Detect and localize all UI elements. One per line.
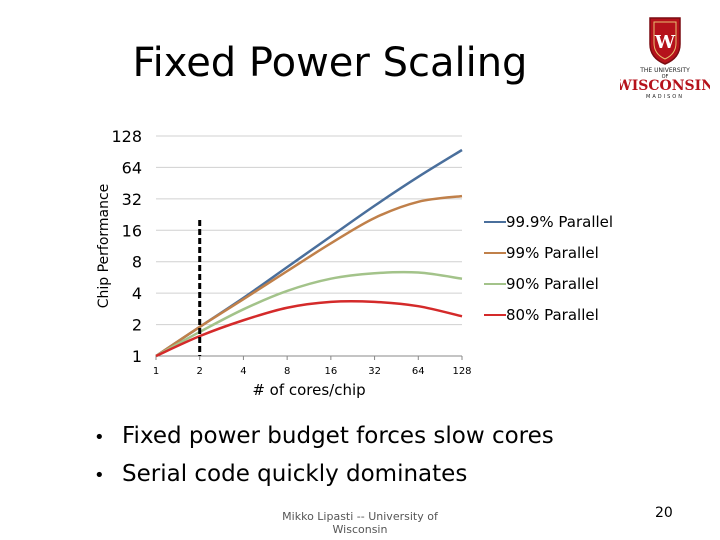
x-tick-label: 16 — [324, 366, 337, 377]
y-tick-label: 4 — [132, 284, 142, 303]
crest-icon: W — [649, 17, 681, 65]
legend-label-1: 99% Parallel — [506, 244, 599, 262]
series-line-3 — [155, 299, 463, 358]
logo-line2: OF — [662, 74, 669, 80]
x-axis-label: # of cores/chip — [252, 381, 365, 399]
logo-line4: MADISON — [646, 94, 684, 100]
y-tick-label: 32 — [122, 190, 142, 209]
bullet-icon: • — [94, 427, 105, 448]
x-tick-label: 32 — [368, 366, 381, 377]
legend-label-3: 80% Parallel — [506, 306, 599, 324]
logo-emblem: W — [654, 32, 676, 53]
university-logo: W THE UNIVERSITY OF WISCONSIN MADISON — [620, 17, 710, 100]
logo-line1: THE UNIVERSITY — [639, 67, 690, 74]
legend: 99.9% Parallel 99% Parallel 90% Parallel 80… — [484, 213, 613, 324]
bullet-text: Fixed power budget forces slow cores — [122, 423, 554, 449]
x-tick-label: 1 — [153, 366, 159, 377]
x-tick-label: 4 — [240, 366, 246, 377]
x-tick-label: 2 — [197, 366, 203, 377]
y-tick-label: 2 — [132, 316, 142, 335]
series-line-1 — [155, 194, 463, 358]
x-tick-label: 8 — [284, 366, 290, 377]
series-line-2 — [155, 270, 463, 358]
footer-text: Mikko Lipasti -- University of Wisconsin — [282, 510, 438, 536]
bullet-item: • Serial code quickly dominates — [94, 456, 554, 494]
legend-label-0: 99.9% Parallel — [506, 213, 613, 231]
tick-labels: 1 2 4 8 16 32 64 128 1 2 4 8 16 32 64 128 — [111, 127, 471, 377]
bullet-item: • Fixed power budget forces slow cores — [94, 418, 554, 456]
bullet-icon: • — [94, 465, 105, 486]
series-lines — [155, 148, 463, 358]
x-tick-label: 64 — [412, 366, 425, 377]
legend-label-2: 90% Parallel — [506, 275, 599, 293]
y-tick-label: 16 — [122, 221, 142, 240]
y-tick-label: 8 — [132, 253, 142, 272]
y-tick-label: 128 — [111, 127, 142, 146]
bullet-text: Serial code quickly dominates — [122, 461, 468, 487]
page-number: 20 — [655, 505, 673, 521]
y-tick-label: 1 — [132, 347, 142, 366]
bullet-list: • Fixed power budget forces slow cores •… — [94, 418, 554, 494]
y-tick-label: 64 — [122, 158, 142, 177]
x-tick-label: 128 — [452, 366, 471, 377]
logo-line3: WISCONSIN — [620, 78, 710, 94]
grid — [155, 135, 463, 360]
y-axis-label: Chip Performance — [96, 184, 112, 309]
performance-chart: 1 2 4 8 16 32 64 128 1 2 4 8 16 32 64 128 99.9% Paralle… — [96, 127, 613, 399]
slide-title: Fixed Power Scaling — [132, 40, 528, 86]
